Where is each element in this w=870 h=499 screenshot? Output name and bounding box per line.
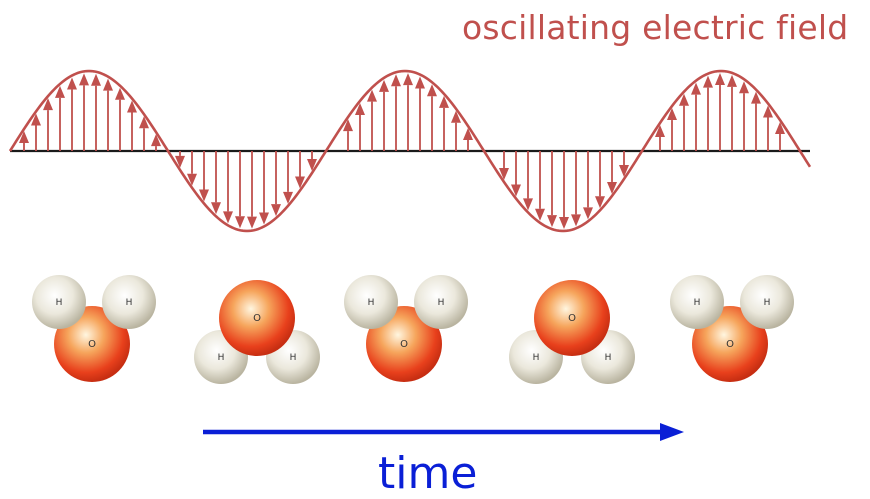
hydrogen-label: H [56,298,63,308]
water-molecule: H H O [194,280,320,384]
field-vector-head [547,215,557,228]
field-vector-head [727,74,737,87]
field-vector-head [127,100,137,113]
hydrogen-atom [32,275,86,329]
field-vector-head [583,207,593,220]
field-vector-head [667,108,677,121]
field-vector-head [187,173,197,186]
field-vector-head [439,95,449,108]
field-vector-head [451,110,461,123]
field-vector-head [511,184,521,197]
oxygen-label: O [568,313,576,324]
field-vector-head [139,116,149,129]
field-vector-head [499,167,509,180]
field-vector-head [295,176,305,189]
water-molecule-row: O H H H H O O H H H H O O H H [32,275,794,384]
field-vector-head [619,165,629,178]
field-vector-head [199,189,209,202]
field-vector-head [115,87,125,100]
field-vector-head [19,131,29,144]
field-vector-head [343,119,353,132]
field-vector-head [55,85,65,98]
field-vector-head [355,102,365,115]
field-vector-head [259,212,269,225]
water-molecule: O H H [344,275,468,382]
field-vector-head [655,124,665,137]
field-vector-head [763,105,773,118]
field-vector-head [367,89,377,102]
field-vector-head [463,127,473,140]
oxygen-label: O [400,339,408,350]
field-vector-head [91,73,101,86]
hydrogen-label: H [126,298,133,308]
field-vector-head [535,208,545,221]
hydrogen-label: H [290,353,297,363]
oxygen-atom [534,280,610,356]
hydrogen-label: H [218,353,225,363]
field-vector-head [175,155,185,168]
field-vector-head [211,202,221,215]
time-arrow [203,423,684,441]
field-vector-head [379,79,389,92]
field-vector-head [703,75,713,88]
field-vector-head [79,73,89,86]
diagram-title: oscillating electric field [462,8,849,47]
field-vector-head [235,216,245,229]
field-vector-head [691,82,701,95]
oxygen-label: O [726,339,734,350]
field-vector-head [247,216,257,229]
field-vector-head [595,196,605,209]
field-vector-head [103,78,113,91]
hydrogen-atom [344,275,398,329]
field-vector-head [67,77,77,90]
field-vector-head [307,158,317,171]
hydrogen-atom [102,275,156,329]
field-wave [8,69,812,233]
water-molecule: O H H [32,275,156,382]
field-vector-head [271,204,281,217]
field-vector-head [679,93,689,106]
water-molecule: H H O [509,280,635,384]
electric-field-wave [8,69,812,233]
hydrogen-atom [740,275,794,329]
field-vector-head [571,214,581,227]
field-vector-head [739,81,749,94]
hydrogen-atom [670,275,724,329]
field-vector-head [403,73,413,86]
field-vector-head [415,76,425,89]
hydrogen-label: H [533,353,540,363]
time-label: time [378,448,478,499]
field-vector-head [43,98,53,111]
hydrogen-label: H [438,298,445,308]
time-arrow-head [660,423,684,441]
oxygen-label: O [253,313,261,324]
field-vector-head [775,122,785,135]
water-molecule: O H H [670,275,794,382]
field-vector-head [559,216,569,229]
hydrogen-label: H [694,298,701,308]
field-vector-head [523,198,533,211]
hydrogen-label: H [605,353,612,363]
oxygen-atom [219,280,295,356]
field-vector-head [391,74,401,87]
field-vector-head [151,134,161,147]
field-vector-head [223,211,233,224]
field-vector-head [607,181,617,194]
hydrogen-label: H [368,298,375,308]
hydrogen-label: H [764,298,771,308]
hydrogen-atom [414,275,468,329]
field-vector-head [283,191,293,204]
field-vector-head [751,91,761,104]
field-vector-head [427,84,437,97]
field-vector-head [31,113,41,126]
field-vector-head [715,73,725,86]
oxygen-label: O [88,339,96,350]
